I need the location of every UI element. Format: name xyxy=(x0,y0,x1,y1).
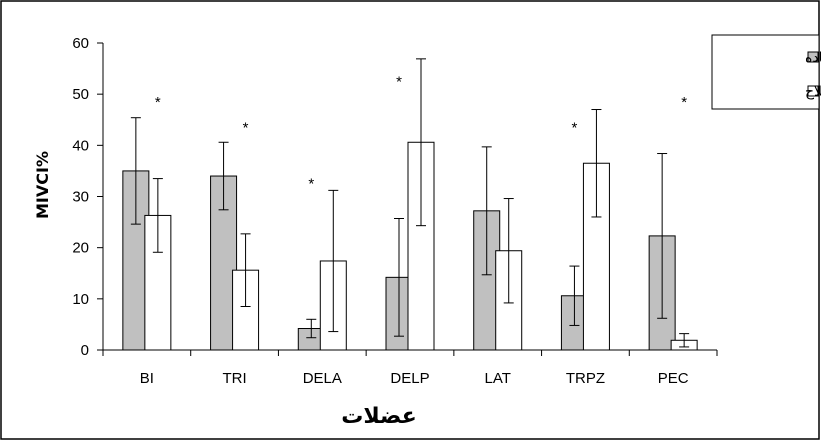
y-axis-title: MIVCI% xyxy=(33,151,52,219)
legend: ایستاده نشسته اصلاح xyxy=(711,34,821,110)
significance-star: * xyxy=(308,176,314,193)
x-tick-label: DELP xyxy=(390,370,429,387)
legend-swatch-standing xyxy=(807,51,819,63)
significance-star: * xyxy=(396,73,402,90)
x-tick-label: TRPZ xyxy=(566,370,605,387)
significance-star: * xyxy=(243,119,249,136)
x-axis-title: عضلات xyxy=(341,404,417,429)
x-tick-label: DELA xyxy=(303,370,342,387)
legend-label-seated: نشسته اصلاح xyxy=(805,84,821,100)
y-tick-label: 40 xyxy=(72,137,89,154)
x-tick-label: TRI xyxy=(222,370,246,387)
legend-box xyxy=(711,34,820,110)
y-tick-label: 20 xyxy=(72,240,89,257)
legend-label-standing: ایستاده xyxy=(805,50,821,66)
y-tick-label: 10 xyxy=(72,291,89,308)
error-bars xyxy=(130,58,690,348)
x-tick-label: LAT xyxy=(485,370,511,387)
legend-swatch-seated xyxy=(807,85,819,97)
significance-star: * xyxy=(681,94,687,111)
significance-star: * xyxy=(572,119,578,136)
y-tick-label: 30 xyxy=(72,189,89,206)
y-tick-label: 0 xyxy=(81,342,89,359)
x-tick-label: PEC xyxy=(658,370,689,387)
x-tick-label: BI xyxy=(140,370,154,387)
y-tick-label: 60 xyxy=(72,35,89,52)
y-tick-label: 50 xyxy=(72,86,89,103)
significance-star: * xyxy=(155,94,161,111)
significance-markers: * * * * * * xyxy=(155,73,687,192)
y-axis: 0 10 20 30 40 50 60 xyxy=(72,35,104,359)
bars xyxy=(122,141,698,351)
